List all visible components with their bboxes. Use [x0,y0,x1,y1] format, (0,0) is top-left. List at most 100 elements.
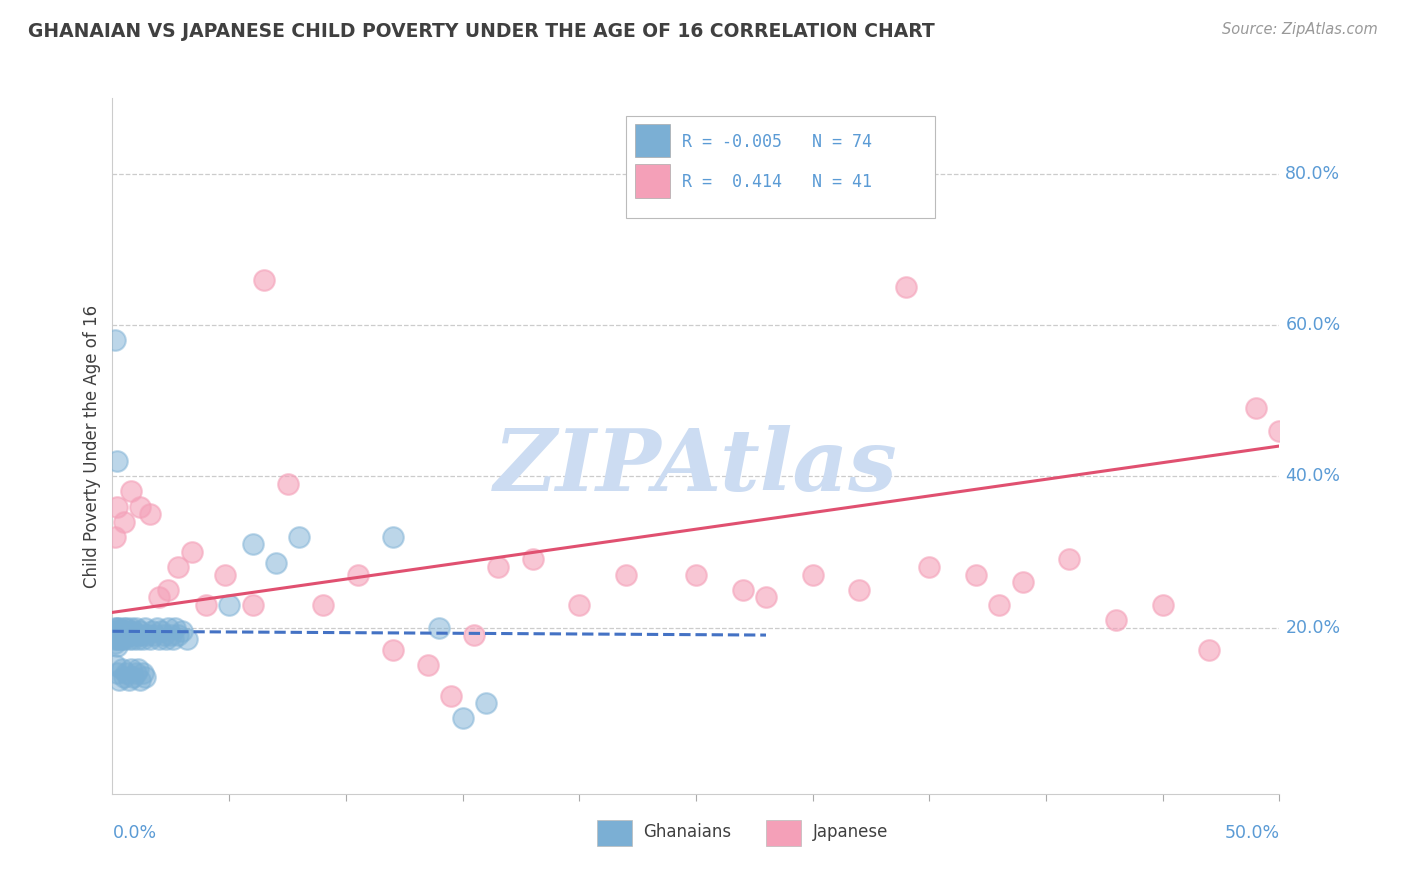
Point [180,545,202,559]
Point [148,632,170,646]
Bar [636,164,671,198]
Point [112,670,135,684]
Point [1244,401,1267,416]
Point [218,598,240,612]
Point [118,673,141,688]
Point [115,620,138,634]
Point [111,628,134,642]
Point [112,628,135,642]
Point [105,632,128,646]
Point [894,280,917,294]
Point [685,567,707,582]
Point [104,620,127,634]
Point [139,632,162,646]
Point [105,454,128,468]
Y-axis label: Child Poverty Under the Age of 16: Child Poverty Under the Age of 16 [83,304,101,588]
Point [129,628,152,642]
Text: 0.0%: 0.0% [112,824,156,842]
Point [105,665,128,680]
Text: Ghanaians: Ghanaians [644,823,731,841]
Point [132,665,155,680]
Bar [766,820,801,846]
Point [614,567,637,582]
Text: 60.0%: 60.0% [1285,316,1340,334]
Point [122,670,145,684]
Point [440,689,463,703]
Point [105,620,128,634]
Point [143,628,166,642]
Point [157,620,180,634]
Point [105,640,128,654]
Point [1268,424,1291,438]
Point [463,628,485,642]
Point [416,658,439,673]
Point [112,620,135,634]
Point [134,670,156,684]
Point [129,624,152,639]
Point [1152,598,1174,612]
Point [988,598,1011,612]
Point [427,620,450,634]
Point [104,628,127,642]
Point [120,620,142,634]
Point [194,598,217,612]
Point [848,582,870,597]
Point [755,591,778,605]
Point [122,624,145,639]
Text: R =  0.414   N = 41: R = 0.414 N = 41 [682,173,872,191]
Point [111,624,134,639]
Bar [636,124,671,157]
Text: ZIPAtlas: ZIPAtlas [494,425,898,508]
Point [568,598,591,612]
Point [108,620,131,634]
Point [125,620,148,634]
Point [1011,575,1033,590]
Point [166,560,188,574]
Point [118,628,141,642]
Point [127,662,149,676]
Point [104,530,127,544]
Point [104,333,127,347]
Point [486,560,509,574]
Point [104,658,127,673]
Point [1059,552,1081,566]
Point [104,635,127,649]
Text: GHANAIAN VS JAPANESE CHILD POVERTY UNDER THE AGE OF 16 CORRELATION CHART: GHANAIAN VS JAPANESE CHILD POVERTY UNDER… [28,22,935,41]
Point [105,624,128,639]
Point [125,665,148,680]
Point [115,624,138,639]
Point [132,632,155,646]
Point [176,632,198,646]
Point [120,484,142,499]
Point [288,530,311,544]
Bar [596,820,631,846]
Point [381,643,404,657]
Text: 50.0%: 50.0% [1225,824,1279,842]
Point [276,476,298,491]
Point [918,560,941,574]
Point [108,624,131,639]
Point [112,632,135,646]
Point [112,515,135,529]
Point [155,632,177,646]
Text: R = -0.005   N = 74: R = -0.005 N = 74 [682,133,872,151]
Point [146,620,169,634]
Point [127,632,149,646]
Point [115,665,138,680]
Point [346,567,368,582]
Point [166,628,188,642]
Point [108,632,131,646]
Point [522,552,544,566]
Point [172,624,194,639]
Point [157,582,180,597]
Point [120,628,142,642]
Point [105,500,128,514]
Point [165,620,187,634]
Text: 80.0%: 80.0% [1285,165,1340,183]
Text: 20.0%: 20.0% [1285,618,1340,637]
Point [148,591,170,605]
Point [125,628,148,642]
Point [160,628,183,642]
Text: Japanese: Japanese [813,823,889,841]
Point [242,537,264,551]
